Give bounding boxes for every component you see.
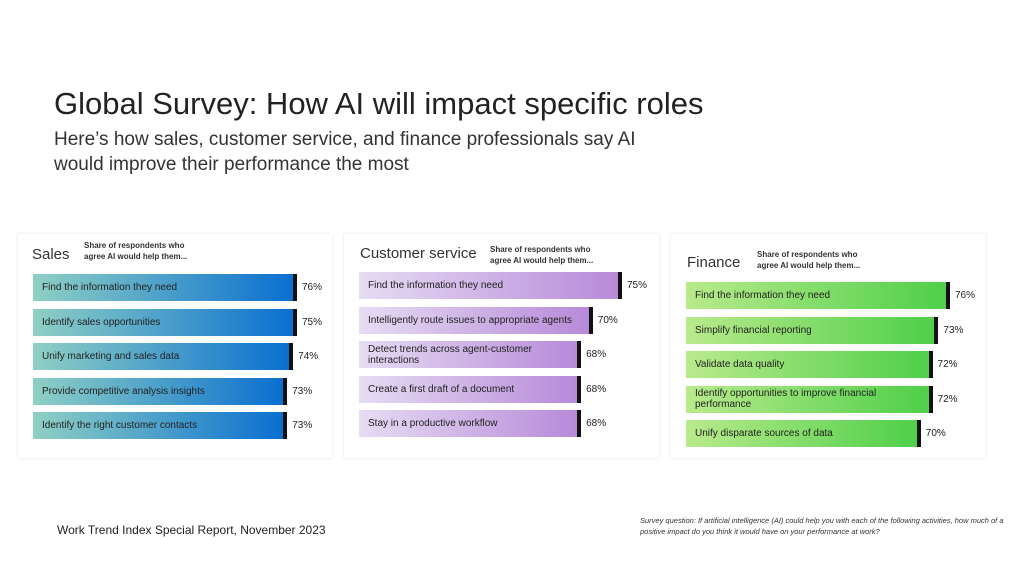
- panel-note: Share of respondents who agree AI would …: [757, 250, 861, 270]
- bar-row: Create a first draft of a document 68%: [359, 375, 649, 403]
- report-source: Work Trend Index Special Report, Novembe…: [57, 523, 326, 537]
- bar: Simplify financial reporting: [686, 316, 939, 344]
- bar-row: Detect trends across agent-customer inte…: [359, 341, 649, 369]
- bar-value: 74%: [298, 351, 319, 363]
- bar: Find the information they need: [359, 272, 622, 299]
- bar: Intelligently route issues to appropriat…: [359, 306, 593, 334]
- bar-row: Identify the right customer contacts 73%: [33, 412, 322, 440]
- bar: Create a first draft of a document: [359, 375, 582, 403]
- bar-row: Find the information they need 76%: [33, 274, 322, 301]
- page-subtitle: Here’s how sales, customer service, and …: [54, 129, 636, 175]
- bar-value: 68%: [586, 349, 607, 361]
- bar: Unify marketing and sales data: [33, 343, 294, 371]
- panel-note: Share of respondents who agree AI would …: [84, 241, 188, 261]
- bar: Identify opportunities to improve financ…: [686, 385, 933, 413]
- bar-value: 68%: [586, 383, 607, 395]
- bar-row: Unify marketing and sales data 74%: [33, 343, 322, 371]
- bar-row: Stay in a productive workflow 68%: [359, 410, 649, 438]
- bar: Stay in a productive workflow: [359, 410, 582, 438]
- bar-value: 76%: [954, 290, 975, 301]
- panel-title: Sales: [32, 246, 70, 263]
- bar-row: Validate data quality 72%: [686, 351, 975, 379]
- bar-value: 73%: [292, 420, 313, 432]
- bar-value: 75%: [627, 280, 648, 291]
- bar: Detect trends across agent-customer inte…: [359, 341, 582, 369]
- bar-value: 70%: [925, 428, 946, 440]
- bar-value: 76%: [301, 282, 322, 293]
- bar-row: Find the information they need 76%: [686, 282, 975, 309]
- customer-service-panel: Customer service Share of respondents wh…: [344, 234, 659, 458]
- bar-value: 75%: [301, 316, 322, 328]
- panel-note: Share of respondents who agree AI would …: [490, 245, 594, 265]
- bar-value: 72%: [937, 359, 958, 371]
- bar-list: Find the information they need 76% Identif…: [33, 274, 322, 447]
- bar-value: 73%: [292, 385, 313, 397]
- panel-title: Customer service: [360, 245, 477, 262]
- page-title: Global Survey: How AI will impact specif…: [54, 86, 704, 121]
- bar-row: Intelligently route issues to appropriat…: [359, 306, 649, 334]
- bar-value: 72%: [937, 393, 958, 405]
- bar-row: Identify sales opportunities 75%: [33, 308, 322, 336]
- bar-row: Find the information they need 75%: [359, 272, 649, 299]
- bar: Unify disparate sources of data: [686, 420, 921, 448]
- finance-panel: Finance Share of respondents who agree A…: [671, 234, 985, 458]
- survey-question: Survey question: If artificial intellige…: [640, 516, 1004, 536]
- bar: Validate data quality: [686, 351, 933, 379]
- bar: Find the information they need: [686, 282, 950, 309]
- bar-row: Provide competitive analysis insights 73%: [33, 377, 322, 405]
- sales-panel: Sales Share of respondents who agree AI …: [18, 234, 332, 458]
- bar-list: Find the information they need 75% Intelli…: [359, 272, 649, 445]
- bar: Identify the right customer contacts: [33, 412, 288, 440]
- bar-value: 70%: [597, 314, 618, 326]
- bar: Provide competitive analysis insights: [33, 377, 288, 405]
- panel-title: Finance: [687, 254, 741, 271]
- bar-value: 73%: [943, 324, 964, 336]
- bar: Find the information they need: [33, 274, 297, 301]
- bar-row: Unify disparate sources of data 70%: [686, 420, 975, 448]
- bar-row: Simplify financial reporting 73%: [686, 316, 975, 344]
- bar: Identify sales opportunities: [33, 308, 297, 336]
- bar-list: Find the information they need 76% Simplif…: [686, 282, 975, 455]
- bar-row: Identify opportunities to improve financ…: [686, 385, 975, 413]
- bar-value: 68%: [586, 418, 607, 430]
